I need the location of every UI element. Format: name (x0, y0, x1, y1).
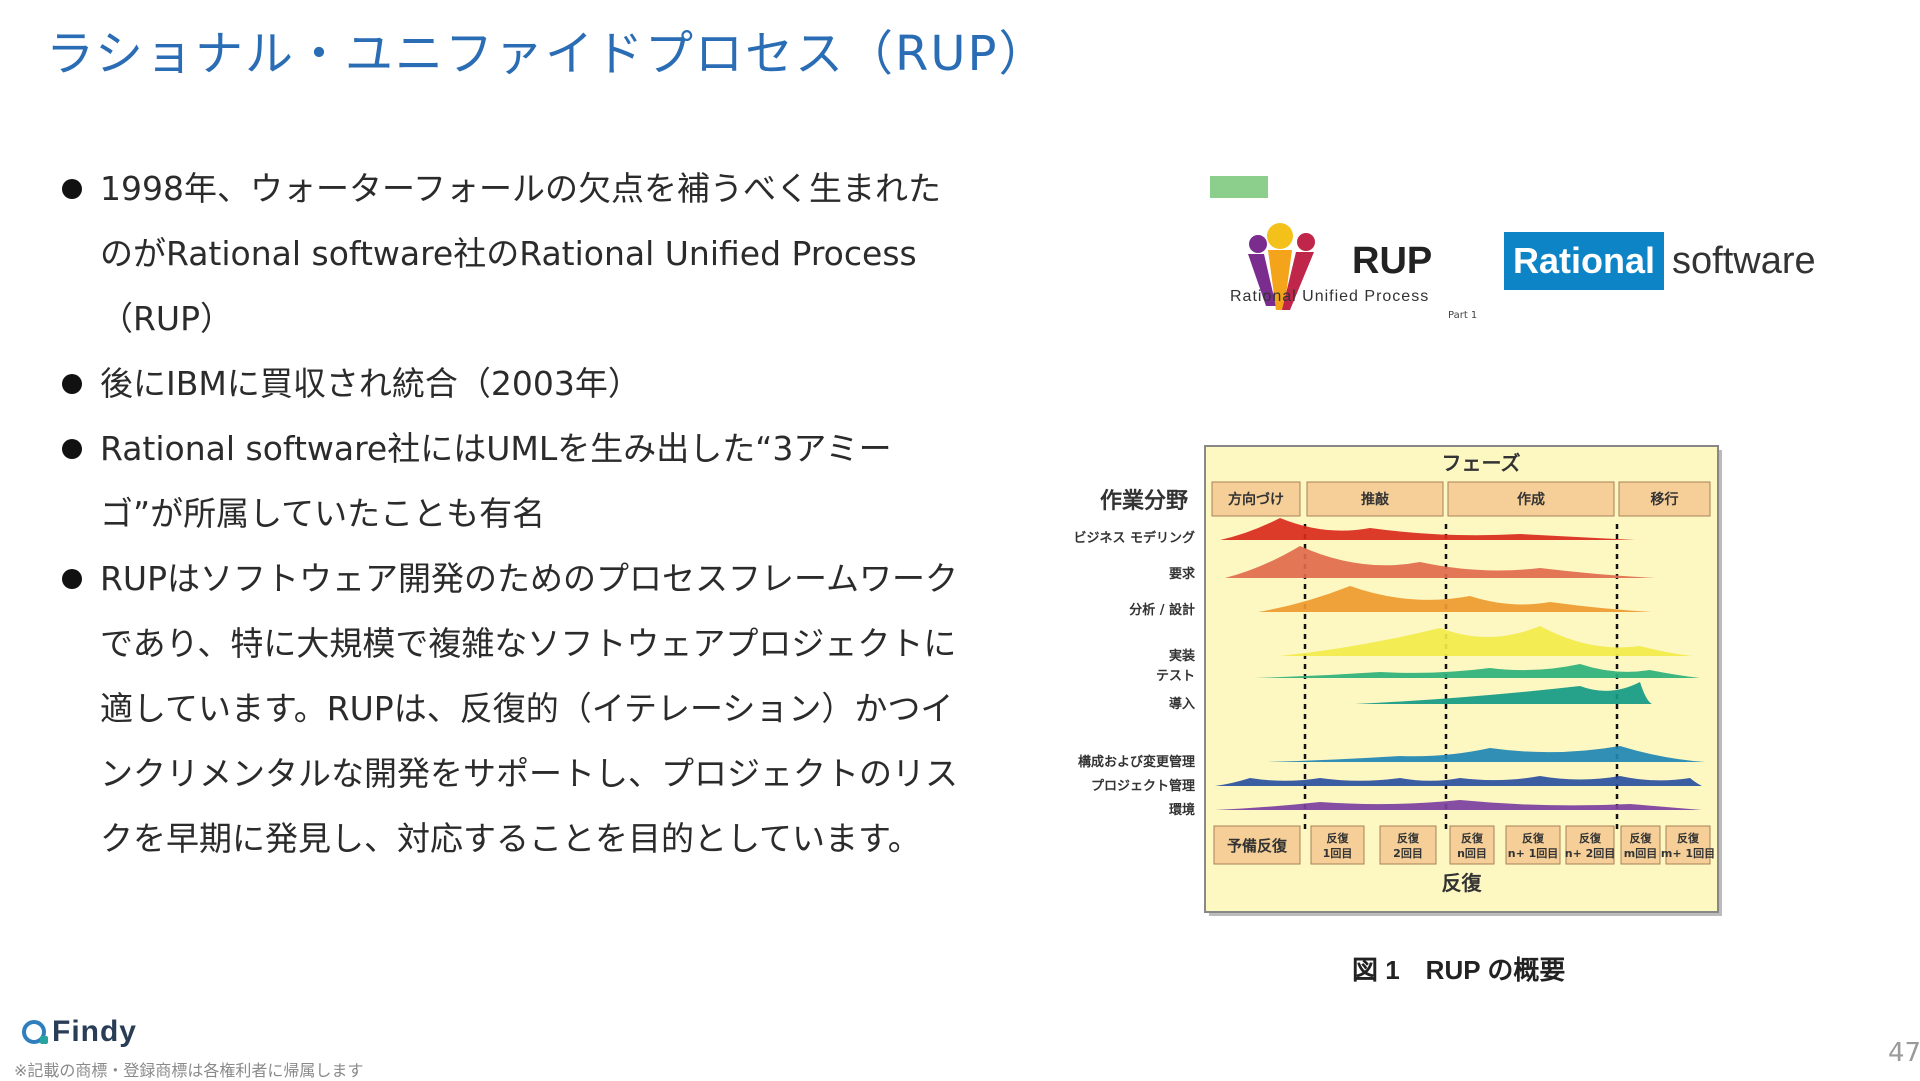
phase-box (1618, 481, 1711, 517)
phase-label-0: 方向づけ (1228, 491, 1284, 508)
iteration-sublabel-6: m回目 (1624, 846, 1657, 860)
bullet-text: 1998年、ウォーターフォールの欠点を補うべく生まれたのがRational so… (100, 169, 942, 338)
rup-people-logo-icon (1248, 223, 1315, 310)
iteration-box (1310, 825, 1365, 865)
bullet-text: RUPはソフトウェア開発のためのプロセスフレームワークであり、特に大規模で複雑な… (100, 559, 958, 858)
iteration-label-7: 反復 (1677, 831, 1700, 845)
bullet-dot-icon (62, 179, 82, 199)
discipline-label-8: 環境 (1169, 802, 1195, 818)
phase-header: フェーズ (1442, 451, 1521, 475)
discipline-label-2: 分析 / 設計 (1129, 602, 1195, 618)
iteration-sublabel-4: n+ 1回目 (1508, 846, 1559, 860)
iteration-label-0: 予備反復 (1227, 837, 1288, 855)
iteration-box (1620, 825, 1661, 865)
discipline-label-5: 導入 (1169, 696, 1195, 712)
management-tag-icon (1210, 176, 1268, 198)
iteration-sublabel-3: n回目 (1457, 846, 1487, 860)
phase-label-3: 移行 (1651, 491, 1679, 508)
iteration-sublabel-2: 2回目 (1393, 846, 1423, 860)
discipline-hump (1215, 800, 1702, 810)
phase-label-1: 推敲 (1361, 491, 1390, 508)
bullet-item: Rational software社にはUMLを生み出した“3アミーゴ”が所属し… (58, 416, 958, 546)
bullet-list: 1998年、ウォーターフォールの欠点を補うべく生まれたのがRational so… (58, 156, 958, 871)
bullet-dot-icon (62, 439, 82, 459)
iteration-footer: 反復 (1442, 871, 1483, 895)
rup-logo-text: RUP (1352, 240, 1433, 282)
iteration-sublabel-5: n+ 2回目 (1565, 846, 1616, 860)
phase-label-2: 作成 (1517, 491, 1545, 508)
discipline-label-7: プロジェクト管理 (1091, 778, 1195, 794)
bullet-dot-icon (62, 374, 82, 394)
bullet-item: RUPはソフトウェア開発のためのプロセスフレームワークであり、特に大規模で複雑な… (58, 546, 958, 871)
iteration-box (1449, 825, 1495, 865)
iteration-box (1505, 825, 1561, 865)
rup-hump-chart: フェーズ作業分野 方向づけ 推敲 作成 移行ビジネス モデリング要求分析 / 設計実装テ… (1020, 330, 1880, 930)
iteration-label-4: 反復 (1522, 831, 1545, 845)
iteration-box (1213, 825, 1301, 865)
findy-logo-icon (22, 1020, 48, 1044)
bullet-text: Rational software社にはUMLを生み出した“3アミーゴ”が所属し… (100, 429, 892, 533)
iteration-sublabel-1: 1回目 (1323, 846, 1353, 860)
discipline-label-3: 実装 (1169, 648, 1195, 664)
iteration-label-6: 反復 (1630, 831, 1653, 845)
discipline-hump (1225, 546, 1655, 578)
bullet-item: 後にIBMに買収され統合（2003年） (58, 351, 958, 416)
bullet-item: 1998年、ウォーターフォールの欠点を補うべく生まれたのがRational so… (58, 156, 958, 351)
bullet-dot-icon (62, 569, 82, 589)
discipline-hump (1220, 518, 1635, 540)
rational-logo: Rational (1504, 232, 1664, 290)
discipline-hump (1258, 586, 1652, 612)
figure-caption: 図 1 RUP の概要 (1352, 955, 1566, 985)
iteration-sublabel-7: m+ 1回目 (1661, 846, 1715, 860)
iteration-box (1379, 825, 1437, 865)
discipline-hump (1280, 626, 1692, 656)
trademark-footnote: ※記載の商標・登録商標は各権利者に帰属します (14, 1061, 364, 1080)
discipline-header: 作業分野 (1100, 489, 1188, 514)
iteration-label-5: 反復 (1579, 831, 1602, 845)
discipline-hump (1265, 746, 1705, 762)
iteration-box (1565, 825, 1615, 865)
iteration-label-3: 反復 (1461, 831, 1484, 845)
phase-box (1447, 481, 1615, 517)
rup-subtitle: Rational Unified Process (1230, 288, 1430, 305)
discipline-label-0: ビジネス モデリング (1073, 530, 1195, 546)
iteration-box (1665, 825, 1711, 865)
discipline-label-4: テスト (1156, 669, 1195, 684)
page-number: 47 (1888, 1038, 1920, 1068)
iteration-label-1: 反復 (1327, 831, 1350, 845)
phase-box (1211, 481, 1301, 517)
discipline-hump (1215, 776, 1702, 786)
discipline-hump (1355, 682, 1652, 704)
software-label: software (1672, 240, 1816, 282)
phase-box (1306, 481, 1444, 517)
page-title: ラショナル・ユニファイドプロセス（RUP） (46, 26, 1049, 82)
iteration-label-2: 反復 (1397, 831, 1420, 845)
rup-part: Part 1 (1448, 310, 1478, 321)
discipline-hump (1255, 664, 1700, 678)
rup-figure: RUP Rational Unified Process Part 1 Rati… (1020, 170, 1880, 990)
findy-logo-text: Findy (52, 1015, 137, 1048)
discipline-label-1: 要求 (1169, 566, 1196, 582)
findy-logo: Findy (22, 1015, 137, 1049)
discipline-label-6: 構成および変更管理 (1078, 754, 1195, 770)
bullet-text: 後にIBMに買収され統合（2003年） (100, 364, 641, 403)
